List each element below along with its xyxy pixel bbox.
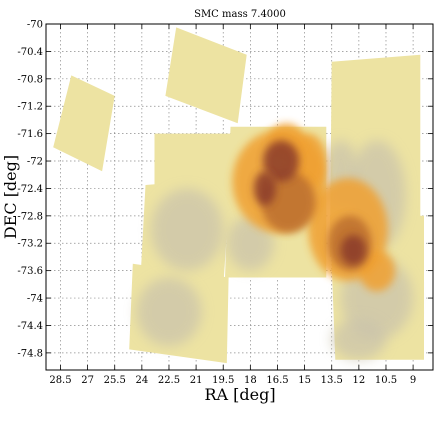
y-tick-label: -72 bbox=[27, 157, 43, 168]
x-axis: 28.5 27 25.5 24 22.5 21 19.5 18 16.5 15 13.5 12 10.5… bbox=[49, 24, 416, 386]
y-tick-label: -71.2 bbox=[17, 102, 43, 113]
x-tick-label: 10.5 bbox=[375, 375, 397, 386]
density-blob-peak bbox=[263, 140, 300, 182]
y-tick-label: -70 bbox=[27, 20, 43, 31]
x-tick-label: 16.5 bbox=[266, 375, 288, 386]
density-blob-low bbox=[331, 318, 386, 360]
x-tick-label: 9 bbox=[410, 375, 416, 386]
survey-field-ne bbox=[165, 27, 247, 124]
density-blob-low bbox=[136, 277, 202, 347]
y-tick-label: -72.8 bbox=[17, 211, 43, 222]
y-tick-label: -73.2 bbox=[17, 239, 43, 250]
x-tick-label: 13.5 bbox=[321, 375, 343, 386]
chart-title: SMC mass 7.4000 bbox=[194, 9, 286, 20]
density-layer bbox=[136, 123, 414, 360]
y-tick-label: -70.4 bbox=[17, 47, 43, 58]
x-tick-label: 15 bbox=[298, 375, 311, 386]
density-blob-peak bbox=[253, 171, 276, 206]
x-axis-title: RA [deg] bbox=[204, 385, 275, 404]
survey-field-nw bbox=[53, 75, 115, 172]
density-blob-peak bbox=[340, 235, 367, 266]
density-blob-medium bbox=[358, 250, 395, 292]
y-tick-label: -74.4 bbox=[17, 321, 43, 332]
density-blob-low bbox=[226, 215, 274, 271]
y-tick-label: -71.6 bbox=[17, 129, 43, 140]
x-tick-label: 12 bbox=[352, 375, 365, 386]
density-blob-low bbox=[150, 188, 224, 271]
y-axis-title: DEC [deg] bbox=[1, 155, 20, 239]
y-axis: -70 -70.4 -70.8 -71.2 -71.6 -72 -72.4 -72.8 -73.… bbox=[17, 20, 433, 359]
x-tick-label: 28.5 bbox=[49, 375, 71, 386]
x-tick-label: 24 bbox=[135, 375, 148, 386]
y-tick-label: -70.8 bbox=[17, 74, 43, 85]
x-tick-label: 22.5 bbox=[158, 375, 180, 386]
x-tick-label: 18 bbox=[244, 375, 257, 386]
y-tick-label: -73.6 bbox=[17, 266, 43, 277]
x-tick-label: 27 bbox=[81, 375, 94, 386]
x-tick-label: 19.5 bbox=[212, 375, 234, 386]
y-tick-label: -74 bbox=[27, 294, 43, 305]
plot-frame bbox=[45, 23, 434, 371]
y-tick-label: -72.4 bbox=[17, 184, 43, 195]
x-tick-label: 21 bbox=[190, 375, 203, 386]
y-tick-label: -74.8 bbox=[17, 348, 43, 359]
x-tick-label: 25.5 bbox=[104, 375, 126, 386]
